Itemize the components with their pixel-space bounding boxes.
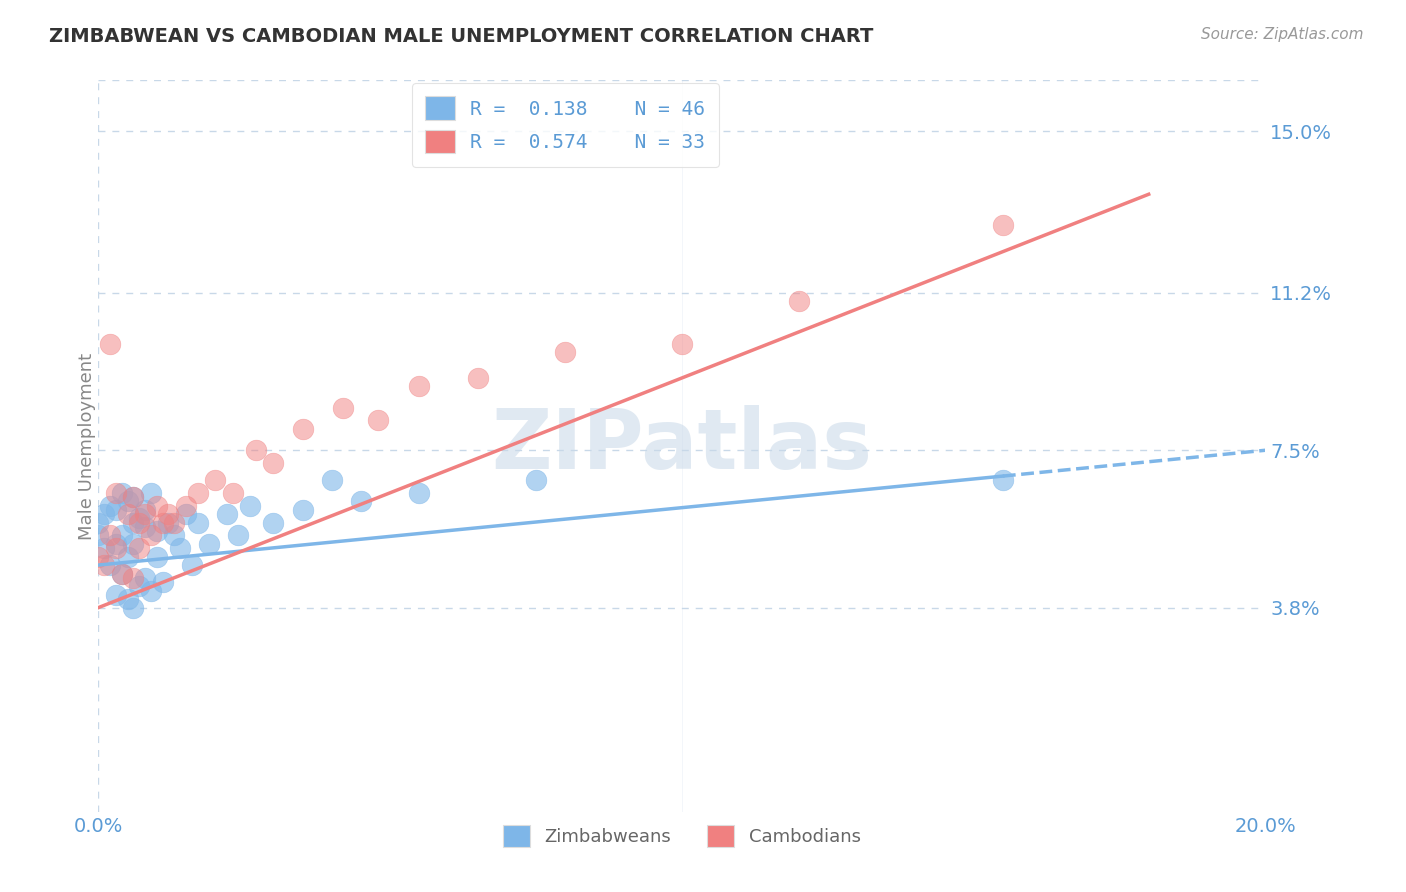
Point bbox=[134, 507, 156, 521]
Point bbox=[139, 528, 162, 542]
Y-axis label: Male Unemployment: Male Unemployment bbox=[79, 352, 96, 540]
Point bbox=[98, 528, 121, 542]
Point bbox=[163, 516, 186, 530]
Text: ZIMBABWEAN VS CAMBODIAN MALE UNEMPLOYMENT CORRELATION CHART: ZIMBABWEAN VS CAMBODIAN MALE UNEMPLOYMEN… bbox=[49, 27, 873, 45]
Point bbox=[93, 507, 115, 521]
Point bbox=[228, 528, 250, 542]
Point bbox=[111, 485, 134, 500]
Point bbox=[122, 537, 145, 551]
Point bbox=[262, 516, 284, 530]
Point bbox=[408, 379, 430, 393]
Point bbox=[98, 558, 121, 572]
Point bbox=[128, 516, 150, 530]
Point bbox=[408, 485, 430, 500]
Point bbox=[111, 566, 134, 581]
Point bbox=[111, 528, 134, 542]
Point bbox=[321, 473, 343, 487]
Point bbox=[174, 499, 197, 513]
Point bbox=[187, 516, 209, 530]
Point bbox=[204, 473, 226, 487]
Point bbox=[671, 337, 693, 351]
Point bbox=[87, 549, 110, 564]
Point bbox=[111, 566, 134, 581]
Point bbox=[122, 490, 145, 504]
Point bbox=[128, 579, 150, 593]
Point bbox=[146, 524, 169, 538]
Point bbox=[245, 443, 267, 458]
Point bbox=[332, 401, 354, 415]
Point bbox=[122, 571, 145, 585]
Point bbox=[117, 494, 139, 508]
Text: ZIPatlas: ZIPatlas bbox=[492, 406, 872, 486]
Point bbox=[122, 600, 145, 615]
Point bbox=[157, 516, 180, 530]
Point bbox=[187, 485, 209, 500]
Point bbox=[146, 549, 169, 564]
Point bbox=[122, 516, 145, 530]
Point bbox=[104, 537, 127, 551]
Point bbox=[134, 520, 156, 534]
Point bbox=[104, 485, 127, 500]
Point bbox=[93, 558, 115, 572]
Point bbox=[117, 592, 139, 607]
Point bbox=[991, 218, 1014, 232]
Point bbox=[174, 507, 197, 521]
Point bbox=[128, 541, 150, 555]
Text: Source: ZipAtlas.com: Source: ZipAtlas.com bbox=[1201, 27, 1364, 42]
Point bbox=[152, 575, 174, 590]
Point bbox=[554, 345, 576, 359]
Point bbox=[991, 473, 1014, 487]
Point bbox=[262, 456, 284, 470]
Point bbox=[139, 485, 162, 500]
Point bbox=[787, 294, 810, 309]
Point bbox=[104, 541, 127, 555]
Legend: Zimbabweans, Cambodians: Zimbabweans, Cambodians bbox=[496, 817, 868, 854]
Point bbox=[221, 485, 243, 500]
Point bbox=[239, 499, 262, 513]
Point bbox=[122, 490, 145, 504]
Point bbox=[117, 507, 139, 521]
Point bbox=[93, 541, 115, 555]
Point bbox=[367, 413, 389, 427]
Point bbox=[350, 494, 373, 508]
Point bbox=[139, 583, 162, 598]
Point bbox=[291, 503, 314, 517]
Point bbox=[180, 558, 202, 572]
Point bbox=[128, 511, 150, 525]
Point bbox=[104, 503, 127, 517]
Point bbox=[524, 473, 547, 487]
Point bbox=[157, 507, 180, 521]
Point bbox=[134, 503, 156, 517]
Point bbox=[87, 516, 110, 530]
Point bbox=[198, 537, 221, 551]
Point bbox=[98, 337, 121, 351]
Point bbox=[169, 541, 191, 555]
Point bbox=[163, 528, 186, 542]
Point bbox=[104, 588, 127, 602]
Point bbox=[152, 516, 174, 530]
Point bbox=[98, 499, 121, 513]
Point bbox=[146, 499, 169, 513]
Point bbox=[87, 528, 110, 542]
Point bbox=[134, 571, 156, 585]
Point bbox=[215, 507, 238, 521]
Point bbox=[291, 422, 314, 436]
Point bbox=[467, 371, 489, 385]
Point bbox=[117, 549, 139, 564]
